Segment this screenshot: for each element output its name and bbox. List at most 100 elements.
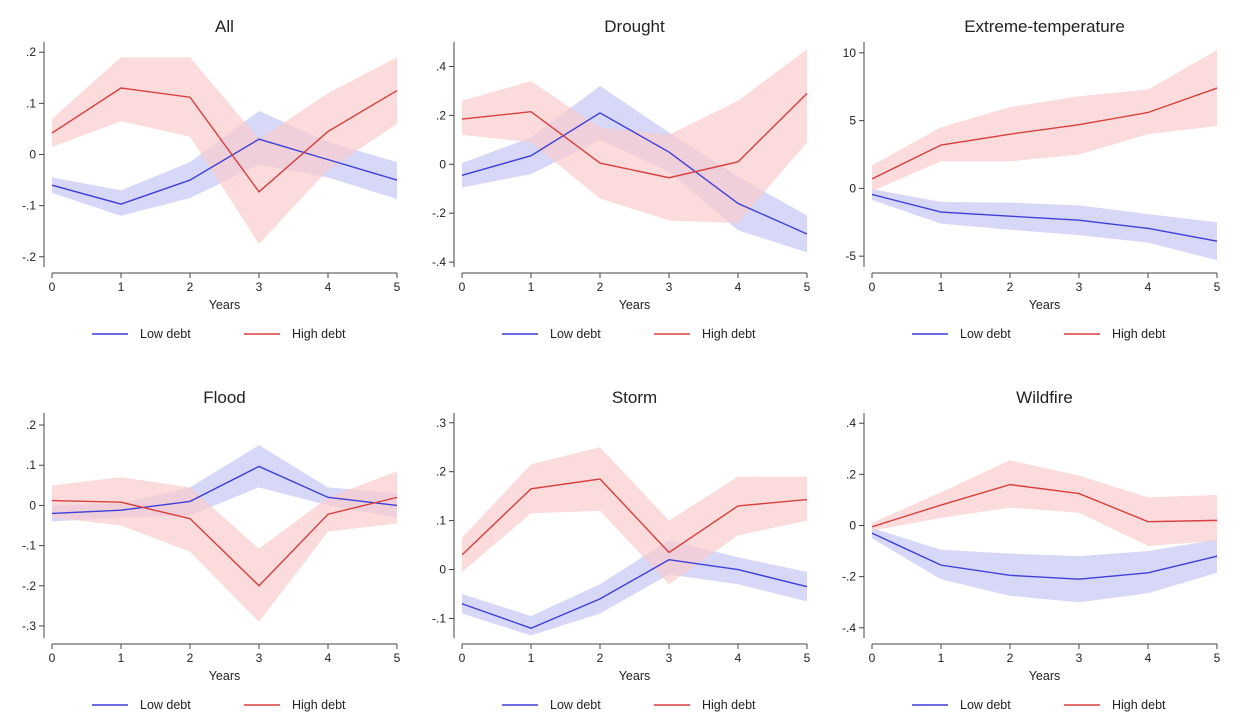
- panel-drought: Drought -.4 -.2 0 .2 .4 0 1 2 3 4 5 Years Low debt Hig…: [432, 17, 811, 341]
- legend-label-high-debt: High debt: [292, 327, 346, 341]
- x-tick-label: 2: [187, 651, 194, 665]
- x-tick-label: 3: [256, 651, 263, 665]
- confidence-band-high-debt: [52, 471, 397, 622]
- x-tick-label: 4: [735, 651, 742, 665]
- x-axis-title: Years: [619, 669, 651, 683]
- x-tick-label: 5: [394, 280, 401, 294]
- y-tick-label: 10: [843, 46, 857, 60]
- y-tick-label: -.4: [432, 255, 446, 269]
- x-tick-label: 1: [118, 280, 125, 294]
- y-tick-label: 0: [439, 563, 446, 577]
- y-tick-label: -.2: [842, 570, 856, 584]
- panel-all: All -.2 -.1 0 .1 .2 0 1 2 3 4 5 Years Low debt High de…: [22, 17, 401, 341]
- x-tick-label: 3: [256, 280, 263, 294]
- x-tick-label: 1: [118, 651, 125, 665]
- x-tick-label: 5: [394, 651, 401, 665]
- y-tick-label: .1: [436, 514, 446, 528]
- x-tick-label: 5: [1214, 651, 1221, 665]
- y-tick-label: -.4: [842, 621, 856, 635]
- legend-label-high-debt: High debt: [702, 327, 756, 341]
- y-tick-label: -.2: [22, 250, 36, 264]
- x-tick-label: 0: [49, 280, 56, 294]
- series-line-low-debt: [51, 465, 398, 515]
- y-tick-label: .3: [436, 416, 446, 430]
- y-tick-label: .2: [846, 467, 856, 481]
- series-line-high-debt: [871, 483, 1218, 528]
- confidence-band-high-debt: [872, 50, 1217, 192]
- x-tick-label: 4: [735, 280, 742, 294]
- panel-flood: Flood -.3 -.2 -.1 0 .1 .2 0 1 2 3 4 5 Years Low debt Hi…: [22, 388, 401, 712]
- y-tick-label: .4: [846, 416, 856, 430]
- panel-wildfire: Wildfire -.4 -.2 0 .2 .4 0 1 2 3 4 5 Years Low debt Hi…: [842, 388, 1221, 712]
- panel-title: Drought: [604, 17, 665, 36]
- x-tick-label: 0: [49, 651, 56, 665]
- y-tick-label: .2: [26, 45, 36, 59]
- y-tick-label: .1: [26, 458, 36, 472]
- x-tick-label: 3: [666, 651, 673, 665]
- x-tick-label: 1: [528, 280, 535, 294]
- legend-label-low-debt: Low debt: [550, 698, 601, 712]
- series-line-low-debt: [51, 138, 398, 205]
- x-axis-title: Years: [1029, 298, 1061, 312]
- y-tick-label: -.1: [432, 611, 446, 625]
- x-tick-label: 0: [869, 651, 876, 665]
- confidence-band-low-debt: [462, 540, 807, 636]
- series-line-low-debt: [461, 112, 808, 235]
- x-axis-title: Years: [209, 298, 241, 312]
- confidence-band-high-debt: [872, 460, 1217, 546]
- panel-title: Wildfire: [1016, 388, 1073, 407]
- y-tick-label: -.1: [22, 199, 36, 213]
- legend-label-low-debt: Low debt: [140, 698, 191, 712]
- legend-label-low-debt: Low debt: [140, 327, 191, 341]
- x-tick-label: 2: [1007, 280, 1014, 294]
- x-tick-label: 0: [869, 280, 876, 294]
- series-line-low-debt: [461, 559, 808, 629]
- x-axis-title: Years: [619, 298, 651, 312]
- x-tick-label: 2: [597, 280, 604, 294]
- y-tick-label: 0: [29, 498, 36, 512]
- x-tick-label: 5: [1214, 280, 1221, 294]
- confidence-band-low-debt: [872, 528, 1217, 603]
- x-tick-label: 1: [528, 651, 535, 665]
- y-tick-label: .2: [26, 418, 36, 432]
- y-tick-label: -5: [845, 249, 856, 263]
- confidence-band-high-debt: [462, 49, 807, 223]
- x-tick-label: 2: [187, 280, 194, 294]
- series-line-high-debt: [51, 496, 398, 587]
- legend-label-high-debt: High debt: [702, 698, 756, 712]
- x-tick-label: 2: [1007, 651, 1014, 665]
- y-tick-label: -.3: [22, 619, 36, 633]
- y-tick-label: 0: [439, 157, 446, 171]
- x-tick-label: 2: [597, 651, 604, 665]
- confidence-band-low-debt: [872, 189, 1217, 261]
- legend-label-low-debt: Low debt: [960, 327, 1011, 341]
- x-tick-label: 0: [459, 280, 466, 294]
- x-tick-label: 4: [325, 651, 332, 665]
- x-tick-label: 4: [1145, 280, 1152, 294]
- legend-label-high-debt: High debt: [1112, 327, 1166, 341]
- panel-title: Extreme-temperature: [964, 17, 1125, 36]
- panel-extreme-temperature: Extreme-temperature -5 0 5 10 0 1 2 3 4 5 Years Low …: [843, 17, 1221, 341]
- series-line-high-debt: [51, 87, 398, 193]
- x-tick-label: 0: [459, 651, 466, 665]
- x-tick-label: 1: [938, 651, 945, 665]
- y-tick-label: -.2: [22, 579, 36, 593]
- y-tick-label: 5: [849, 114, 856, 128]
- legend-label-low-debt: Low debt: [550, 327, 601, 341]
- x-tick-label: 5: [804, 280, 811, 294]
- y-tick-label: -.2: [432, 206, 446, 220]
- x-tick-label: 3: [666, 280, 673, 294]
- panel-title: All: [215, 17, 234, 36]
- legend-label-high-debt: High debt: [1112, 698, 1166, 712]
- x-tick-label: 3: [1076, 280, 1083, 294]
- x-tick-label: 5: [804, 651, 811, 665]
- series-line-high-debt: [871, 87, 1218, 180]
- x-axis-title: Years: [209, 669, 241, 683]
- x-tick-label: 4: [1145, 651, 1152, 665]
- y-tick-label: .4: [436, 59, 446, 73]
- legend-label-high-debt: High debt: [292, 698, 346, 712]
- series-line-low-debt: [871, 532, 1218, 580]
- x-tick-label: 1: [938, 280, 945, 294]
